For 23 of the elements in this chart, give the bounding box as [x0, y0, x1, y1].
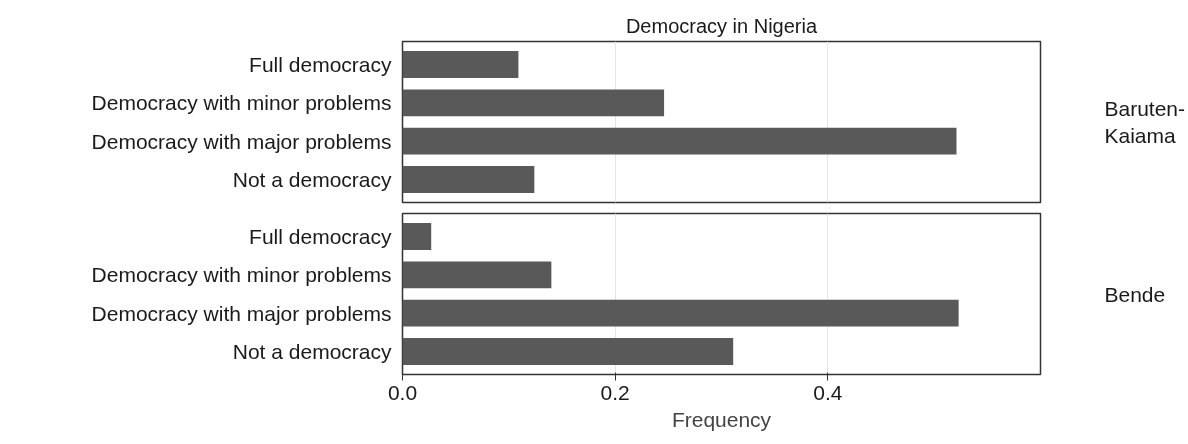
bar: [402, 127, 957, 155]
bar: [402, 51, 519, 78]
bar: [402, 89, 665, 117]
bar: [402, 299, 959, 327]
y2-axis-title: Baruten-Kaiama: [1104, 96, 1186, 148]
x-tick-label: 0.2: [600, 380, 630, 404]
y-tick-label: Not a democracy: [232, 340, 392, 363]
y-tick-label: Full democracy: [249, 225, 392, 248]
y-tick-label: Full democracy: [249, 53, 392, 76]
y-tick-label: Democracy with minor problems: [91, 91, 392, 115]
y-tick-label: Democracy with major problems: [91, 301, 392, 325]
x-axis-title: Frequency: [671, 407, 772, 431]
y-tick-label: Democracy with major problems: [91, 129, 392, 153]
y2-axis-title: Bende: [1104, 282, 1166, 306]
bar: [402, 166, 535, 193]
chart-title: Democracy in Nigeria: [625, 14, 818, 37]
y-tick-label: Not a democracy: [232, 168, 392, 191]
bar: [402, 223, 432, 250]
bar: [402, 338, 734, 365]
y-tick-label: Democracy with minor problems: [91, 263, 392, 287]
x-tick-label: 0.4: [813, 380, 843, 404]
x-tick-label: 0.0: [387, 380, 418, 404]
bar: [402, 261, 552, 289]
